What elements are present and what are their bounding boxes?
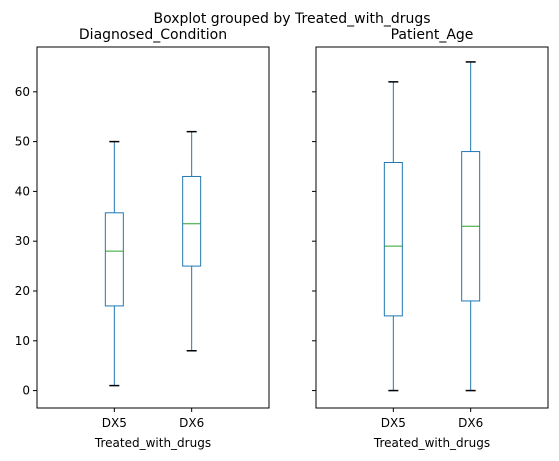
panel-left-title: Diagnosed_Condition (79, 27, 227, 43)
x-tick-label: DX5 (381, 416, 406, 430)
y-tick-label: 50 (15, 135, 30, 149)
y-tick-label: 30 (15, 234, 30, 248)
y-tick-label: 20 (15, 284, 30, 298)
panel-right: Patient_Age Treated_with_drugs DX5 DX6 (312, 27, 549, 450)
x-tick-label: DX5 (102, 416, 127, 430)
x-tick-label: DX6 (179, 416, 204, 430)
panel-left: Diagnosed_Condition Treated_with_drugs 0… (15, 27, 270, 450)
panel-right-frame (315, 46, 549, 409)
y-tick-label: 0 (22, 384, 30, 398)
x-tick-label: DX6 (458, 416, 483, 430)
y-tick-label: 10 (15, 334, 30, 348)
iqr-box (383, 162, 403, 317)
iqr-box (104, 212, 124, 307)
panel-left-frame (36, 46, 270, 409)
panel-right-xlabel: Treated_with_drugs (373, 436, 490, 450)
y-tick-label: 60 (15, 85, 30, 99)
panel-right-title: Patient_Age (391, 27, 474, 43)
y-tick-label: 40 (15, 184, 30, 198)
panel-left-xlabel: Treated_with_drugs (94, 436, 211, 450)
iqr-box (182, 175, 202, 267)
figure-suptitle: Boxplot grouped by Treated_with_drugs (153, 11, 430, 27)
